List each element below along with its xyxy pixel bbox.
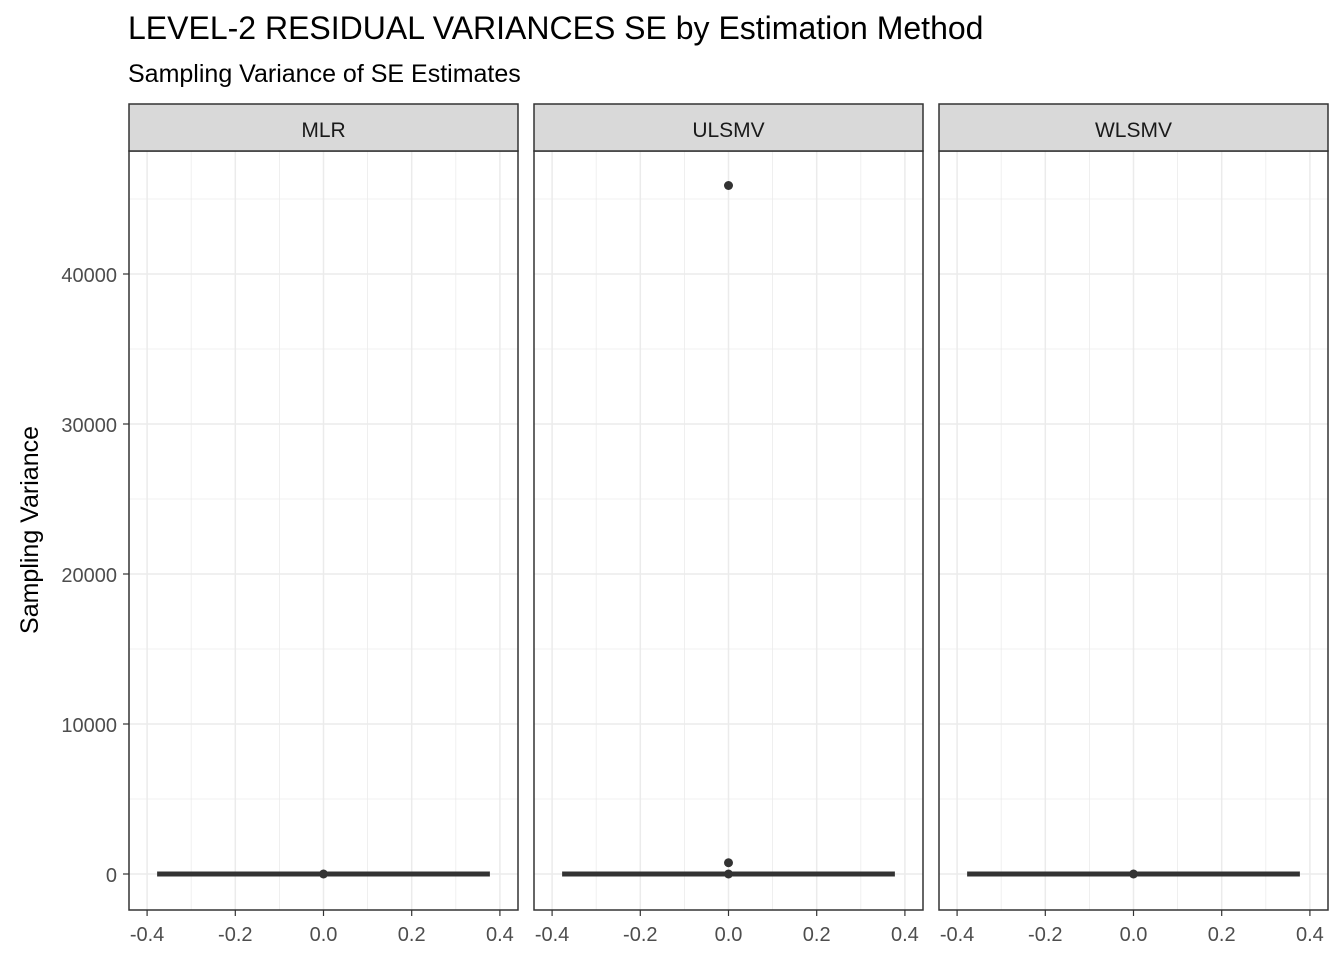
facet-strip-label: MLR — [301, 119, 345, 142]
facet-strip-label: WLSMV — [1095, 119, 1172, 142]
facet-strip — [533, 103, 924, 152]
x-tick-label: 0.2 — [803, 924, 831, 946]
chart-subtitle: Sampling Variance of SE Estimates — [128, 60, 521, 88]
facet-strip-label: ULSMV — [692, 119, 764, 142]
facet-panel-mlr: MLR -0.4 -0.2 0.0 0.2 0.4 — [128, 103, 519, 946]
y-tick-label: 20000 — [61, 565, 117, 587]
y-axis-label: Sampling Variance — [16, 426, 44, 634]
x-tick-label: -0.2 — [1028, 924, 1062, 946]
x-tick-label: 0.0 — [310, 924, 338, 946]
outlier-point — [724, 181, 733, 190]
x-tick-label: -0.4 — [535, 924, 569, 946]
x-tick-label: 0.4 — [1296, 924, 1324, 946]
x-tick-label: 0.0 — [715, 924, 743, 946]
y-tick-label: 30000 — [61, 415, 117, 437]
chart-title: LEVEL-2 RESIDUAL VARIANCES SE by Estimat… — [128, 10, 984, 46]
facet-panel-wlsmv: WLSMV -0.4 -0.2 0.0 0.2 0.4 — [938, 103, 1329, 946]
x-tick-label: 0.2 — [1208, 924, 1236, 946]
x-tick-label: 0.4 — [486, 924, 514, 946]
outlier-point — [319, 869, 328, 879]
x-tick-label: 0.2 — [398, 924, 426, 946]
y-tick-label: 0 — [106, 865, 117, 887]
x-tick-label: 0.4 — [891, 924, 919, 946]
y-tick-label: 10000 — [61, 715, 117, 737]
facet-strip — [938, 103, 1329, 152]
x-tick-label: -0.2 — [218, 924, 252, 946]
outlier-point — [724, 869, 733, 879]
facet-strip — [128, 103, 519, 152]
outlier-point — [1129, 869, 1138, 879]
x-tick-label: -0.2 — [623, 924, 657, 946]
outlier-point — [724, 858, 733, 868]
y-tick-label: 40000 — [61, 265, 117, 287]
x-tick-label: -0.4 — [130, 924, 164, 946]
x-tick-label: -0.4 — [940, 924, 974, 946]
facet-panel-ulsmv: ULSMV -0.4 -0.2 0.0 0.2 0.4 — [533, 103, 924, 946]
x-tick-label: 0.0 — [1120, 924, 1148, 946]
